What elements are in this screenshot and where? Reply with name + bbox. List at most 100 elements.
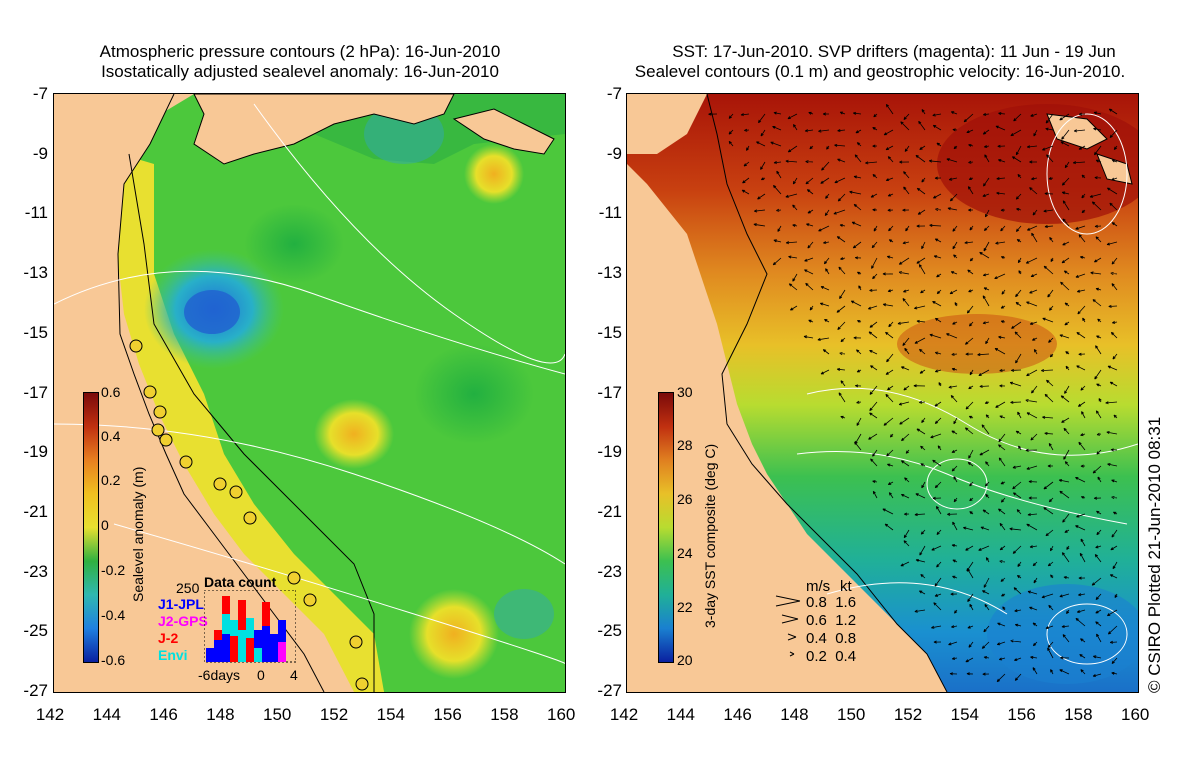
velocity-vector — [840, 257, 846, 260]
velocity-vector — [871, 257, 878, 269]
velocity-vector — [1108, 108, 1118, 115]
velocity-vector — [1028, 480, 1038, 484]
velocity-vector — [882, 272, 894, 276]
velocity-vector — [1111, 159, 1118, 163]
velocity-vector — [805, 177, 814, 185]
velocity-vector — [982, 509, 990, 515]
velocity-vector — [969, 603, 974, 611]
inset-title: Data count — [204, 574, 277, 590]
velocity-vector — [932, 113, 942, 117]
velocity-vector — [853, 203, 862, 211]
velocity-vector — [856, 369, 862, 373]
longitude-tick-label: 156 — [433, 705, 462, 724]
velocity-vector — [1032, 622, 1038, 627]
velocity-vector — [868, 331, 878, 339]
velocity-vector — [1077, 401, 1086, 407]
velocity-vector — [1076, 609, 1086, 613]
velocity-vector — [1092, 655, 1102, 659]
velocity-vector — [952, 559, 958, 563]
velocity-vector — [951, 625, 958, 629]
velocity-vector — [1078, 593, 1086, 597]
velocity-vector — [1001, 289, 1006, 295]
velocity-vector — [953, 497, 958, 503]
velocity-vector — [1017, 173, 1022, 179]
velocity-vector — [1113, 145, 1118, 150]
velocity-vector — [953, 417, 958, 425]
velocity-vector — [825, 268, 830, 275]
velocity-vector — [1047, 647, 1054, 659]
velocity-vector — [1045, 529, 1054, 537]
velocity-vector — [1029, 606, 1038, 611]
latitude-tick-label: -19 — [597, 442, 622, 462]
velocity-vector — [1012, 465, 1022, 469]
velocity-vector — [839, 289, 846, 300]
velocity-vector — [999, 522, 1006, 531]
velocity-vector — [997, 144, 1006, 148]
velocity-vector — [931, 545, 942, 551]
velocity-vector — [920, 463, 926, 467]
velocity-vector — [979, 251, 990, 259]
longitude-tick-label: 156 — [1007, 705, 1036, 724]
velocity-vector — [966, 305, 974, 314]
velocity-vector — [921, 481, 926, 489]
velocity-vector — [1098, 398, 1102, 403]
velocity-vector — [883, 129, 894, 136]
velocity-vector — [1107, 625, 1118, 635]
velocity-vector — [994, 273, 1006, 279]
inset-xtick: 0 — [257, 667, 265, 683]
velocity-vector — [853, 175, 862, 179]
velocity-vector — [963, 113, 974, 123]
velocity-vector — [803, 335, 814, 339]
velocity-vector — [840, 380, 846, 387]
velocity-vector — [900, 460, 910, 467]
velocity-vector — [995, 241, 1006, 245]
longitude-tick-label: 154 — [950, 705, 979, 724]
velocity-vector — [1094, 145, 1102, 156]
velocity-vector — [952, 128, 958, 132]
velocity-vector — [947, 207, 958, 211]
velocity-vector — [886, 449, 894, 457]
latitude-tick-label: -17 — [23, 382, 48, 402]
velocity-vector — [853, 111, 862, 115]
latitude-tick-label: -25 — [23, 621, 48, 641]
velocity-vector — [1031, 232, 1038, 243]
velocity-vector — [916, 257, 926, 264]
velocity-vector — [914, 337, 926, 344]
velocity-vector — [996, 641, 1006, 646]
velocity-vector — [838, 392, 846, 403]
velocity-vector — [904, 477, 910, 483]
velocity-vector — [981, 590, 990, 595]
velocity-vector — [1015, 145, 1022, 156]
velocity-vector — [872, 127, 878, 131]
latitude-tick-label: -19 — [23, 442, 48, 462]
velocity-vector — [840, 415, 846, 419]
credit-text: © CSIRO Plotted 21-Jun-2010 08:31 — [1145, 416, 1164, 693]
velocity-vector — [1017, 257, 1022, 264]
velocity-vector — [1092, 465, 1102, 474]
velocity-vector — [947, 512, 958, 516]
longitude-tick-label: 152 — [893, 705, 923, 724]
velocity-vector — [872, 449, 878, 457]
velocity-vector — [899, 417, 910, 425]
velocity-vector — [1062, 634, 1070, 643]
colorbar-tick: 0 — [101, 517, 109, 533]
velocity-vector — [1078, 441, 1086, 451]
velocity-vector — [1106, 187, 1118, 195]
velocity-vector — [1076, 365, 1086, 371]
latitude-tick-label: -7 — [606, 84, 622, 103]
velocity-vector — [1066, 545, 1070, 550]
velocity-vector — [1031, 385, 1038, 394]
velocity-vector — [1114, 593, 1118, 599]
velocity-vector — [1061, 191, 1070, 195]
velocity-vector — [1109, 381, 1118, 387]
velocity-vector — [919, 145, 926, 150]
velocity-vector — [1060, 141, 1070, 147]
colorbar-tick: 0.4 — [101, 428, 121, 444]
velocity-vector — [1096, 633, 1102, 643]
velocity-vector — [834, 143, 846, 147]
longitude-tick-label: 148 — [206, 705, 235, 724]
velocity-vector — [1012, 545, 1022, 554]
velocity-vector — [1030, 433, 1038, 441]
velocity-vector — [1029, 289, 1038, 294]
velocity-vector — [1000, 225, 1006, 232]
